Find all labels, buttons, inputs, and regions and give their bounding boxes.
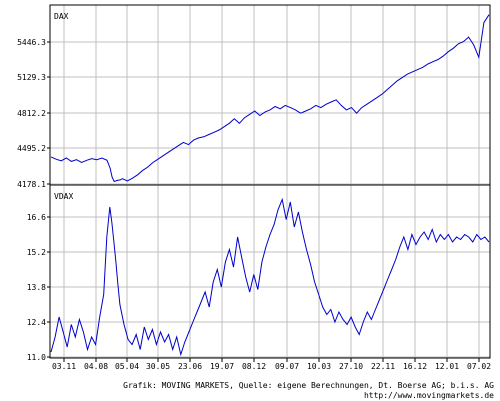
y-tick-label: 11.0 [27,353,46,362]
y-tick-label: 4812.2 [17,109,46,118]
x-tick-label: 10.03 [307,362,331,371]
x-tick-label: 09.07 [275,362,299,371]
x-tick-label: 30.05 [146,362,170,371]
credit-line-2: http://www.movingmarkets.de [363,391,494,400]
x-tick-label: 12.01 [435,362,459,371]
series-line-vdax [50,197,490,357]
series-title: DAX [54,12,69,21]
y-tick-label: 4178.1 [17,180,46,189]
y-tick-label: 5129.3 [17,73,46,82]
credit-line-1: Grafik: MOVING MARKETS, Quelle: eigene B… [123,381,494,390]
x-tick-label: 05.04 [115,362,139,371]
x-tick-label: 16.12 [403,362,427,371]
series-title: VDAX [54,192,73,201]
plot-frame [49,184,491,359]
x-tick-label: 27.10 [339,362,363,371]
x-tick-label: 04.08 [84,362,108,371]
series-line-dax [50,14,490,183]
y-tick-label: 4495.2 [17,144,46,153]
y-tick-label: 15.2 [27,248,46,257]
x-tick-label: 23.06 [178,362,202,371]
x-tick-label: 03.11 [52,362,76,371]
vdax-panel: 16.6 15.2 13.8 12.4 11.0 VDAX [27,184,491,362]
x-tick-label: 22.11 [371,362,395,371]
x-tick-label: 08.12 [242,362,266,371]
x-axis: 03.11 04.08 05.04 30.05 23.06 19.07 08.12 09.07… [50,184,491,371]
y-tick-label: 5446.3 [17,38,46,47]
x-tick-label: 19.07 [210,362,234,371]
y-tick-label: 12.4 [27,318,46,327]
y-tick-label: 13.8 [27,283,46,292]
x-tick-label: 07.02 [467,362,491,371]
dax-panel: 5446.3 5129.3 4812.2 4495.2 4178.1 DAX [17,4,491,189]
y-tick-label: 16.6 [27,213,46,222]
plot-frame [49,4,491,186]
